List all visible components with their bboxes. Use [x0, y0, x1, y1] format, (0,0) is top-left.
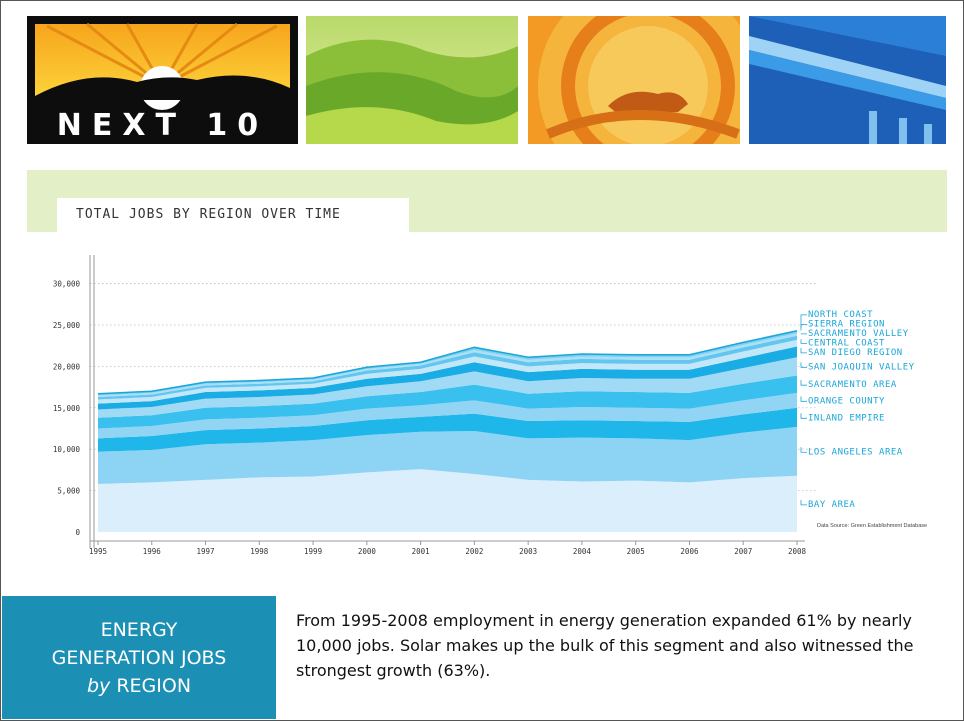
series-labels: BAY AREA LOS ANGELES AREA INLAND EMPIRE ORA… — [800, 310, 915, 510]
area-central-coast — [98, 339, 797, 404]
series-label-leader — [800, 447, 807, 453]
section-title-line1: ENERGY — [100, 618, 178, 641]
x-tick-label: 1996 — [143, 547, 162, 556]
x-tick-label: 2006 — [680, 547, 699, 556]
series-label: BAY AREA — [808, 500, 855, 510]
series-label-leader — [800, 314, 807, 329]
area-sierra-region — [98, 333, 797, 398]
y-axis-labels: 0 5,000 10,000 15,000 20,000 25,000 30,000 — [53, 280, 81, 537]
chart-title-tab — [57, 198, 409, 234]
section-title-region: REGION — [116, 674, 192, 697]
section-title-line3: by REGION — [87, 672, 191, 700]
series-label: SACRAMENTO VALLEY — [808, 329, 909, 339]
series-label: ORANGE COUNTY — [808, 396, 885, 406]
x-tick-label: 2008 — [788, 547, 807, 556]
series-label-leader — [800, 499, 807, 506]
series-label: SACRAMENTO AREA — [808, 380, 897, 390]
y-tick-label: 30,000 — [53, 280, 81, 289]
y-tick-label: 10,000 — [53, 445, 81, 454]
area-san-joaquin-valley — [98, 357, 797, 418]
x-axis-labels: 1995 1996 1997 1998 1999 2000 2001 2002 2003 2004… — [89, 547, 807, 556]
x-tick-label: 1997 — [197, 547, 215, 556]
x-tick-label: 2001 — [412, 547, 430, 556]
x-tick-label: 2000 — [358, 547, 377, 556]
area-los-angeles-area — [98, 426, 797, 484]
area-sacramento-valley — [98, 335, 797, 400]
y-tick-label: 25,000 — [53, 321, 81, 330]
sun-mountain-icon — [35, 22, 290, 110]
section-title-line2: GENERATION JOBS — [51, 646, 227, 669]
series-label: SIERRA REGION — [808, 319, 885, 329]
area-orange-county — [98, 392, 797, 439]
area-sacramento-area — [98, 375, 797, 429]
series-label-leader — [800, 347, 807, 354]
series-label-leader — [800, 339, 807, 344]
area-inland-empire — [98, 407, 797, 452]
series-label-leader — [800, 362, 807, 368]
y-tick-label: 0 — [75, 528, 80, 537]
area-bay-area — [98, 469, 797, 532]
section-title-box: ENERGY GENERATION JOBS by REGION — [2, 596, 276, 719]
series-label: SAN JOAQUIN VALLEY — [808, 362, 915, 372]
series-label: CENTRAL COAST — [808, 338, 885, 348]
series-label: NORTH COAST — [808, 310, 873, 320]
next10-logo: NEXT 10 — [27, 16, 298, 144]
logo-text: NEXT 10 — [56, 108, 269, 143]
series-label: SAN DIEGO REGION — [808, 348, 903, 358]
x-tick-label: 1999 — [304, 547, 322, 556]
chart-areas — [97, 330, 798, 532]
y-tick-label: 20,000 — [53, 362, 81, 371]
area-san-diego-region — [98, 346, 797, 410]
series-label-leader — [800, 396, 807, 402]
x-tick-label: 1995 — [89, 547, 107, 556]
california-seal-image — [528, 16, 740, 144]
x-tick-label: 1998 — [250, 547, 269, 556]
section-title-by: by — [86, 674, 111, 697]
x-tick-label: 2004 — [573, 547, 592, 556]
chart-title: TOTAL JOBS BY REGION OVER TIME — [76, 207, 341, 222]
series-label-leader — [800, 413, 807, 419]
y-tick-label: 5,000 — [57, 487, 80, 496]
bridge-image — [749, 16, 946, 144]
total-line — [97, 330, 798, 395]
x-tick-label: 2007 — [734, 547, 752, 556]
data-source-note: Data Source: Green Establishment Databas… — [817, 523, 927, 529]
x-tick-label: 2005 — [627, 547, 645, 556]
series-label: INLAND EMPIRE — [808, 413, 885, 423]
x-tick-label: 2003 — [519, 547, 537, 556]
summary-text: From 1995-2008 employment in energy gene… — [296, 611, 914, 680]
chart-axes — [89, 255, 805, 548]
green-hills-image — [306, 16, 518, 144]
series-label-leader — [800, 380, 807, 386]
x-tick-label: 2002 — [465, 547, 483, 556]
y-tick-label: 15,000 — [53, 404, 81, 413]
series-label: LOS ANGELES AREA — [808, 447, 903, 457]
stacked-area-chart: 0 5,000 10,000 15,000 20,000 25,000 30,000 199… — [53, 255, 927, 556]
